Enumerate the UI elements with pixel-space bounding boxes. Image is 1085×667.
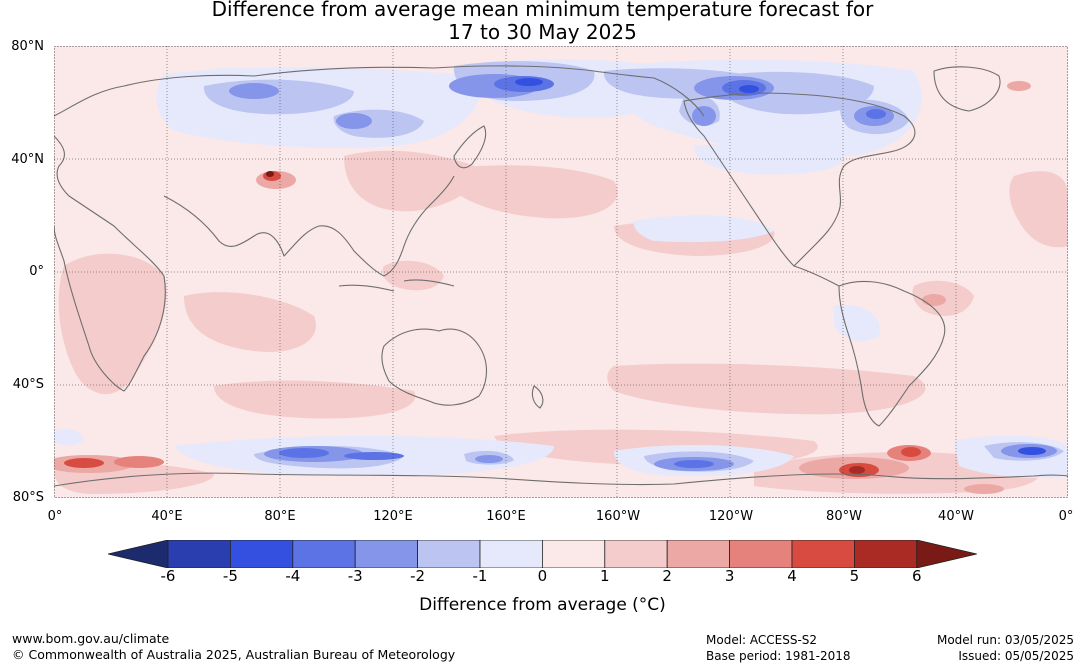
forecast-map	[54, 46, 1068, 498]
colorbar-tick-label: -6	[160, 567, 176, 585]
lon-label-40w: 40°W	[938, 509, 974, 524]
colorbar-swatch	[791, 539, 855, 569]
anomaly-cool-cores	[229, 74, 1057, 471]
lat-label-0: 0°	[29, 264, 44, 279]
lon-label-80w: 80°W	[826, 509, 862, 524]
colorbar-tick-label: -3	[347, 567, 363, 585]
footer-website[interactable]: www.bom.gov.au/climate	[12, 631, 170, 646]
colorbar-swatches	[107, 539, 977, 569]
colorbar-tick-label: 4	[787, 567, 797, 585]
lon-label-160e: 160°E	[486, 509, 526, 524]
title-line-2: 17 to 30 May 2025	[448, 20, 637, 44]
colorbar-tick-label: -4	[285, 567, 301, 585]
footer-model: Model: ACCESS-S2	[706, 633, 818, 647]
map-title: Difference from average mean minimum tem…	[0, 0, 1085, 44]
footer-base-period: Base period: 1981-2018	[706, 649, 851, 663]
lon-label-80e: 80°E	[264, 509, 296, 524]
colorbar-swatch	[729, 539, 793, 569]
colorbar-swatch	[292, 539, 356, 569]
coastlines	[54, 65, 1068, 487]
colorbar-label: Difference from average (°C)	[419, 595, 666, 615]
colorbar	[107, 539, 978, 572]
colorbar-tick-label: -2	[410, 567, 426, 585]
footer-copyright: © Commonwealth of Australia 2025, Austra…	[12, 647, 456, 662]
lon-label-40e: 40°E	[151, 509, 183, 524]
footer-model-run: Model run: 03/05/2025	[936, 633, 1074, 647]
colorbar-arrow-left	[107, 539, 169, 569]
lat-label-80s: 80°S	[12, 490, 44, 505]
colorbar-swatch	[604, 539, 668, 569]
lat-label-80n: 80°N	[11, 39, 44, 54]
colorbar-arrow-right	[916, 539, 977, 569]
lon-label-0-end: 0°	[1058, 509, 1074, 524]
map-canvas	[54, 46, 1068, 498]
lon-label-120w: 120°W	[708, 509, 754, 524]
lon-label-160w: 160°W	[595, 509, 641, 524]
colorbar-swatch	[417, 539, 481, 569]
colorbar-tick-label: 5	[849, 567, 860, 585]
colorbar-tick-label: -5	[222, 567, 238, 585]
footer-issued: Issued: 05/05/2025	[958, 649, 1074, 663]
anomaly-warm-1-2	[54, 150, 1068, 494]
colorbar-swatch	[854, 539, 918, 569]
lon-label-120e: 120°E	[373, 509, 413, 524]
colorbar-tick-label: 2	[662, 567, 672, 585]
colorbar-swatch	[354, 539, 418, 569]
colorbar-swatch	[479, 539, 543, 569]
colorbar-swatch	[666, 539, 731, 569]
title-line-1: Difference from average mean minimum tem…	[211, 0, 874, 21]
colorbar-tick-label: 0	[537, 567, 548, 585]
lat-label-40s: 40°S	[12, 377, 44, 392]
colorbar-swatch	[541, 539, 606, 569]
colorbar-tick-label: 3	[724, 567, 735, 585]
colorbar-swatch	[230, 539, 294, 569]
colorbar-swatch	[167, 539, 231, 569]
graticule	[54, 46, 1068, 498]
colorbar-tick-label: 1	[600, 567, 610, 585]
colorbar-tick-label: -1	[472, 567, 488, 585]
colorbar-tick-label: 6	[912, 567, 922, 585]
lat-label-40n: 40°N	[11, 152, 44, 167]
lon-label-0: 0°	[47, 509, 63, 524]
